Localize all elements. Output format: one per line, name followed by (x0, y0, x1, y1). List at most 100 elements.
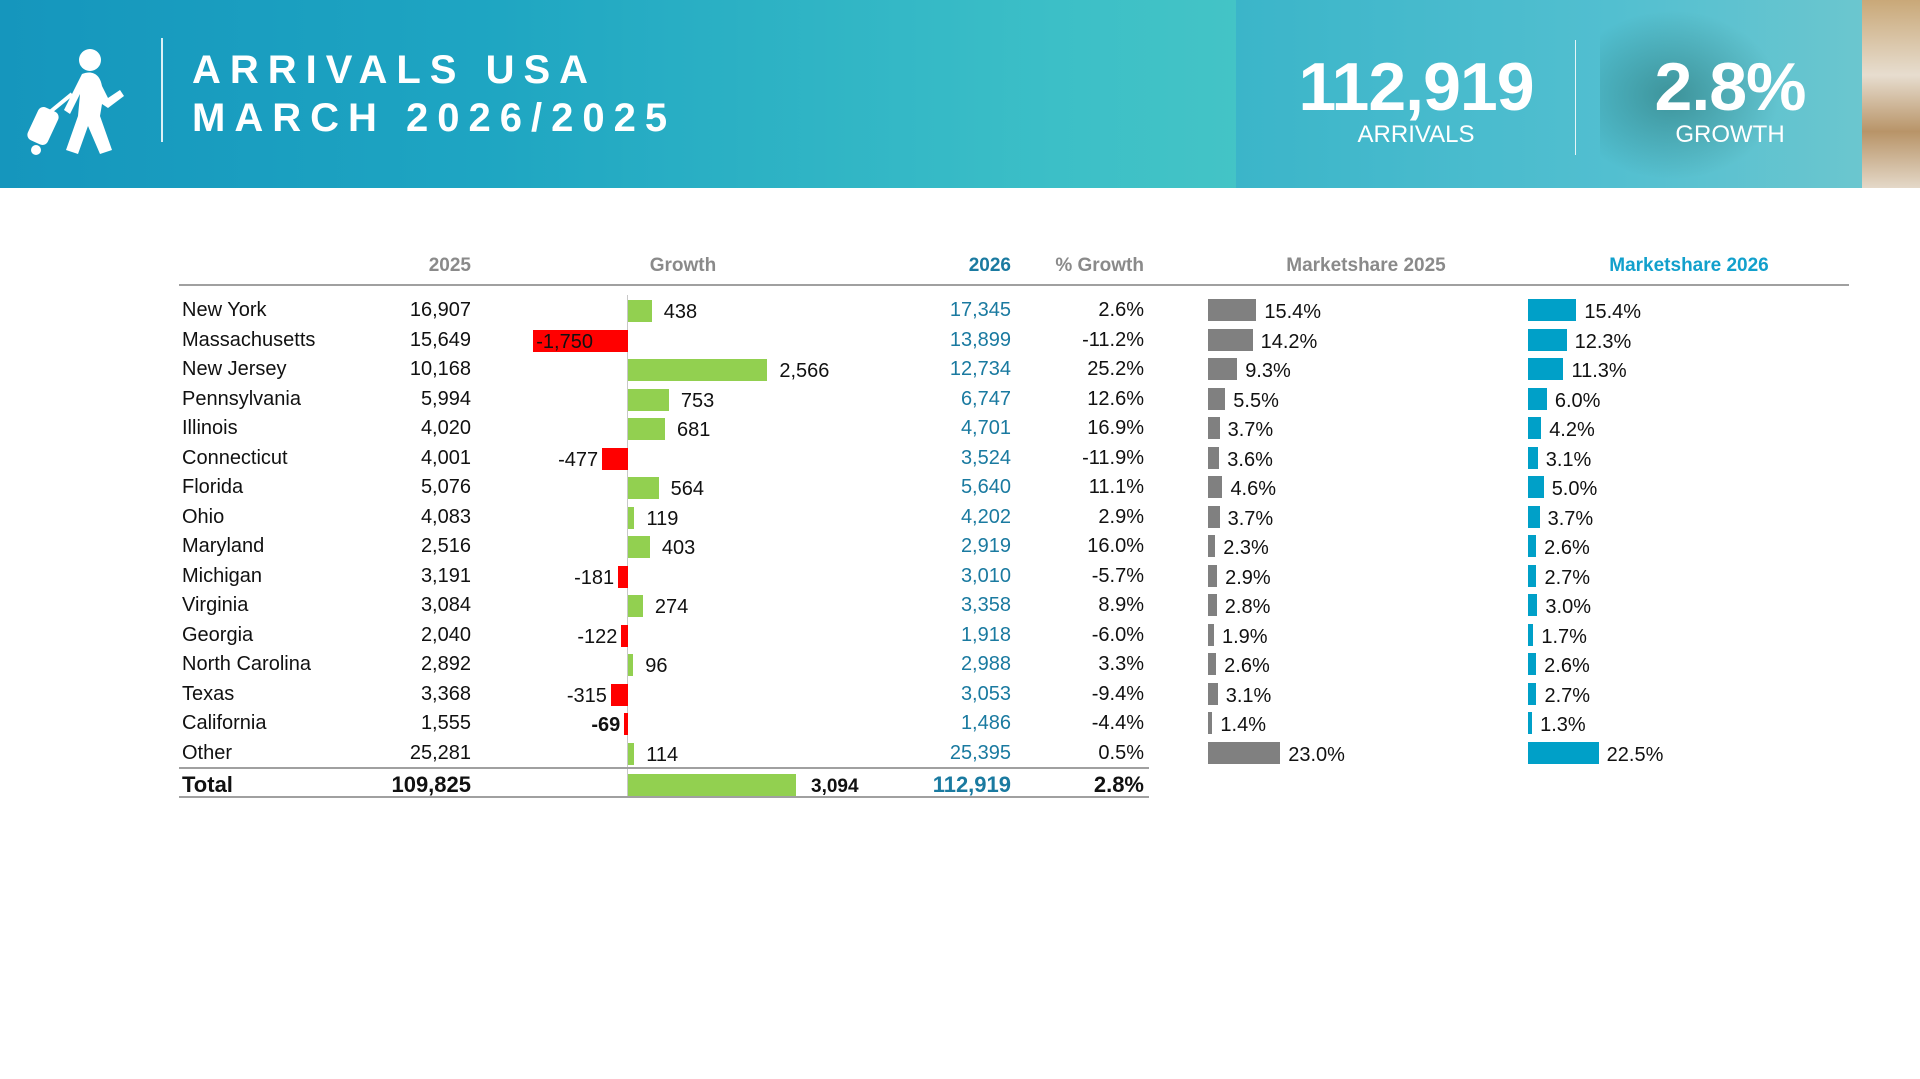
marketshare-2026-label: 2.7% (1544, 684, 1591, 707)
growth-bar-positive (628, 654, 634, 676)
row-name: Michigan (182, 564, 263, 587)
value-2026: 5,640 (960, 476, 1011, 498)
value-2026: 3,053 (960, 682, 1011, 705)
marketshare-2025-label: 15.4% (1264, 301, 1322, 323)
value-2026: 6,747 (960, 387, 1011, 410)
pct-growth: 8.9% (1098, 594, 1144, 616)
growth-label: 96 (645, 655, 668, 677)
growth-label: -477 (558, 448, 599, 471)
growth-label: 274 (654, 596, 689, 618)
value-2026: 1,918 (960, 623, 1011, 646)
marketshare-2026-label: 1.7% (1541, 625, 1587, 648)
value-2025: 2,892 (420, 653, 471, 675)
value-2025: 3,368 (420, 682, 471, 705)
growth-label: 114 (646, 743, 679, 766)
marketshare-2025-bar (1208, 535, 1216, 557)
value-2026: 12,734 (949, 358, 1011, 380)
total-bottom-rule (179, 796, 1149, 798)
growth-bar-positive (628, 595, 643, 617)
growth-label: 403 (661, 537, 696, 559)
growth-bar-positive (628, 477, 659, 499)
row-name: Massachusetts (182, 328, 316, 351)
growth-label: -181 (574, 566, 615, 589)
marketshare-2025-label: 23.0% (1288, 743, 1345, 766)
col-header-pct-growth: % Growth (1055, 255, 1144, 276)
marketshare-2026-label: 3.0% (1545, 596, 1591, 618)
row-name: Ohio (182, 505, 225, 528)
growth-bar-negative (621, 624, 628, 647)
pct-growth: 11.1% (1088, 476, 1144, 498)
row-name: New York (182, 299, 267, 321)
marketshare-2026-bar (1528, 387, 1547, 410)
marketshare-2026-label: 1.3% (1540, 714, 1586, 736)
growth-bar-positive (628, 300, 652, 322)
kpi-growth: 2.8% GROWTH (1580, 52, 1880, 148)
background-reef (1600, 10, 1780, 180)
value-2025: 4,001 (420, 446, 471, 469)
pct-growth: -11.2% (1082, 328, 1144, 351)
value-2026: 3,358 (960, 594, 1011, 616)
background-beach (1862, 0, 1920, 188)
marketshare-2026-bar (1528, 653, 1537, 675)
row-name: Total (182, 772, 233, 797)
pct-growth: -9.4% (1091, 682, 1144, 705)
value-2026: 4,701 (960, 417, 1011, 439)
pct-growth: 0.5% (1098, 741, 1144, 764)
pct-growth: -4.4% (1091, 712, 1144, 734)
total-top-rule (179, 767, 1149, 769)
pct-growth: 3.3% (1098, 653, 1144, 675)
pct-growth: -5.7% (1091, 564, 1144, 587)
growth-label: -122 (577, 625, 618, 648)
value-2025: 15,649 (409, 328, 471, 351)
growth-bar-positive (628, 388, 669, 411)
value-2025: 5,994 (420, 387, 471, 410)
marketshare-2025-bar (1208, 564, 1218, 587)
growth-axis (627, 295, 628, 797)
col-header-2025: 2025 (428, 255, 471, 276)
traveler-with-suitcase-icon (27, 49, 124, 155)
growth-bar-positive (628, 506, 635, 529)
row-name: Other (182, 741, 233, 764)
value-2025: 16,907 (409, 299, 471, 321)
marketshare-2026-label: 22.5% (1606, 743, 1664, 766)
marketshare-2026-bar (1528, 535, 1537, 557)
marketshare-2025-bar (1208, 594, 1217, 616)
marketshare-2026-bar (1528, 682, 1537, 705)
marketshare-2025-bar (1208, 712, 1213, 734)
growth-label: -1,750 (536, 330, 593, 353)
marketshare-2026-label: 2.6% (1544, 537, 1590, 559)
value-2025: 2,516 (420, 535, 471, 557)
pct-growth: 2.9% (1098, 505, 1144, 528)
row-name: Virginia (182, 594, 249, 616)
marketshare-2026-label: 4.2% (1549, 419, 1595, 441)
marketshare-2026-label: 5.0% (1551, 478, 1598, 500)
growth-bar-positive (628, 742, 635, 765)
pct-growth: 16.0% (1087, 535, 1144, 557)
growth-label: 2,566 (779, 360, 830, 382)
value-2025: 2,040 (420, 623, 471, 646)
marketshare-2026-bar (1528, 505, 1540, 528)
growth-label: -69 (591, 714, 621, 736)
marketshare-2026-bar (1528, 741, 1599, 764)
col-header-growth: Growth (649, 255, 717, 276)
value-2026: 1,486 (960, 712, 1011, 734)
marketshare-2025-label: 9.3% (1245, 360, 1291, 382)
marketshare-2026-label: 15.4% (1584, 301, 1642, 323)
marketshare-2026-label: 12.3% (1574, 330, 1632, 353)
growth-bar-negative (602, 447, 628, 470)
marketshare-2026-label: 2.6% (1544, 655, 1590, 677)
col-header-marketshare-2026: Marketshare 2026 (1609, 255, 1769, 276)
row-name: Illinois (182, 417, 238, 439)
marketshare-2025-bar (1208, 476, 1223, 498)
kpi-growth-label: GROWTH (1675, 121, 1785, 148)
pct-growth: 2.8% (1093, 772, 1144, 797)
value-2026: 112,919 (932, 772, 1011, 797)
marketshare-2026-bar (1528, 712, 1533, 734)
growth-bar-positive (628, 774, 796, 796)
kpi-divider (1575, 40, 1576, 155)
marketshare-2025-label: 5.5% (1233, 389, 1279, 412)
marketshare-2025-bar (1208, 299, 1257, 321)
kpi-arrivals: 112,919 ARRIVALS (1266, 52, 1566, 148)
value-2026: 3,010 (960, 564, 1011, 587)
header-divider (161, 38, 163, 142)
